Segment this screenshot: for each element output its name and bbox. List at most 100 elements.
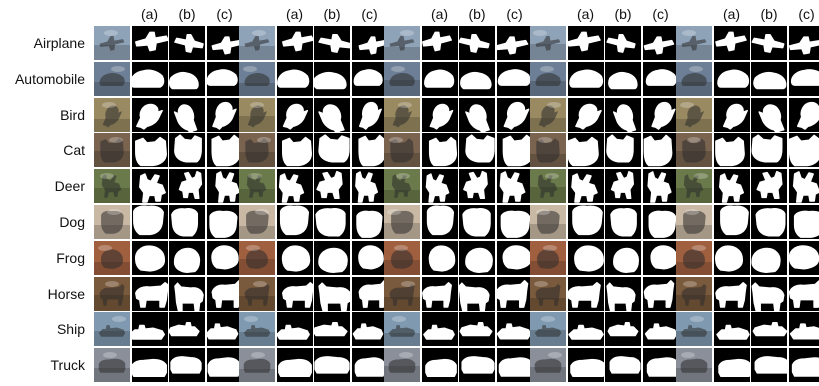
automobile-mask-icon [169,61,205,96]
automobile-mask-icon [421,61,458,96]
dog-mask-icon [751,205,787,239]
input-image-deer [676,169,712,204]
input-image-airplane [94,26,130,60]
frog-mask-icon [751,240,787,275]
deer-mask-icon [788,169,819,204]
cat-mask-icon [314,133,350,168]
horse-mask-icon [642,276,679,311]
automobile-mask-icon [788,61,819,96]
bird-mask-icon [496,97,533,132]
ship-mask-icon [605,312,641,347]
horse-mask-icon [605,276,641,311]
column-header-c: (c) [652,6,669,22]
airplane-mask-icon [605,26,641,60]
truck-mask-icon [351,348,388,383]
input-image-deer [384,169,420,204]
frog-mask-icon [459,240,495,275]
input-image-truck [676,348,712,383]
row-label-truck: Truck [50,357,85,374]
input-image-cat [239,133,275,168]
input-image-airplane [676,26,712,60]
horse-mask-icon [351,276,388,311]
dog-mask-icon [276,205,313,239]
column-header-a: (a) [140,6,159,22]
cat-mask-icon [206,133,243,168]
cat-mask-icon [276,133,313,168]
frog-mask-icon [421,240,458,275]
frog-mask-icon [605,240,641,275]
frog-mask-icon [788,240,819,275]
airplane-mask-icon [642,26,679,60]
deer-mask-icon [276,169,313,204]
automobile-mask-icon [206,61,243,96]
column-header-b: (b) [760,6,778,22]
ship-mask-icon [751,312,787,347]
horse-mask-icon [459,276,495,311]
ship-mask-icon [351,312,388,347]
airplane-mask-icon [788,26,819,60]
input-image-frog [94,240,130,275]
cat-mask-icon [751,133,787,168]
horse-mask-icon [567,276,604,311]
input-image-dog [239,205,275,239]
cat-mask-icon [642,133,679,168]
horse-mask-icon [713,276,750,311]
deer-mask-icon [751,169,787,204]
cat-mask-icon [567,133,604,168]
input-image-ship [94,312,130,347]
airplane-mask-icon [421,26,458,60]
row-label-deer: Deer [54,178,85,195]
deer-mask-icon [314,169,350,204]
ship-mask-icon [788,312,819,347]
frog-mask-icon [567,240,604,275]
truck-mask-icon [276,348,313,383]
dog-mask-icon [788,205,819,239]
input-image-bird [530,97,566,132]
frog-mask-icon [131,240,168,275]
dog-mask-icon [642,205,679,239]
ship-mask-icon [567,312,604,347]
automobile-mask-icon [459,61,495,96]
input-image-horse [530,276,566,311]
cat-mask-icon [421,133,458,168]
input-image-frog [239,240,275,275]
airplane-mask-icon [314,26,350,60]
column-header-b: (b) [178,6,196,22]
input-image-frog [384,240,420,275]
input-image-airplane [384,26,420,60]
horse-mask-icon [788,276,819,311]
bird-mask-icon [351,97,388,132]
input-image-truck [94,348,130,383]
row-label-airplane: Airplane [33,35,85,51]
bird-mask-icon [459,97,495,132]
input-image-cat [676,133,712,168]
ship-mask-icon [314,312,350,347]
truck-mask-icon [788,348,819,383]
input-image-truck [384,348,420,383]
input-image-bird [384,97,420,132]
bird-mask-icon [206,97,243,132]
input-image-ship [239,312,275,347]
row-label-bird: Bird [60,106,85,123]
input-image-dog [530,205,566,239]
ship-mask-icon [131,312,168,347]
input-image-automobile [384,61,420,96]
dog-mask-icon [351,205,388,239]
automobile-mask-icon [496,61,533,96]
column-header-b: (b) [614,6,632,22]
cat-mask-icon [459,133,495,168]
ship-mask-icon [642,312,679,347]
ship-mask-icon [459,312,495,347]
airplane-mask-icon [206,26,243,60]
frog-mask-icon [314,240,350,275]
airplane-mask-icon [276,26,313,60]
frog-mask-icon [713,240,750,275]
automobile-mask-icon [567,61,604,96]
automobile-mask-icon [642,61,679,96]
automobile-mask-icon [751,61,787,96]
dog-mask-icon [169,205,205,239]
cat-mask-icon [131,133,168,168]
input-image-horse [94,276,130,311]
dog-mask-icon [713,205,750,239]
dog-mask-icon [605,205,641,239]
